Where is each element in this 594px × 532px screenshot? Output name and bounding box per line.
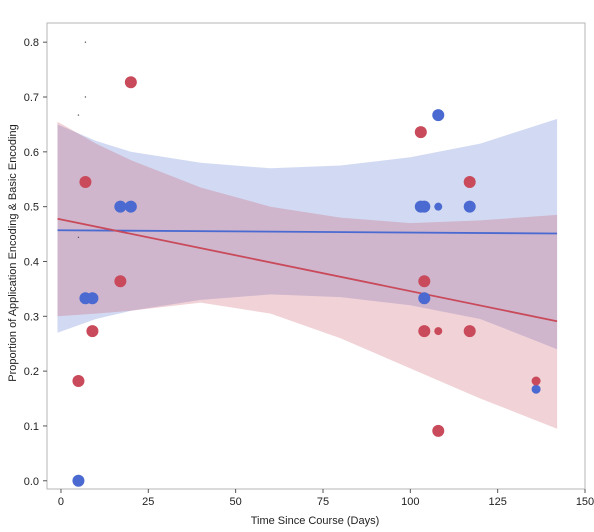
- y-tick-label: 0.2: [24, 366, 39, 378]
- data-points: [72, 76, 541, 487]
- data-point-series-2: [72, 374, 85, 387]
- y-axis: 0.0 0.1 0.2 0.3 0.4 0.5 0.6 0.7 0.8: [24, 37, 47, 488]
- data-point-series-1: [432, 109, 445, 122]
- confidence-bands: [57, 118, 558, 429]
- x-tick-label: 75: [317, 496, 329, 508]
- y-axis-title: Proportion of Application Encoding & Bas…: [7, 124, 19, 381]
- x-axis-title: Time Since Course (Days): [251, 515, 380, 527]
- data-point-series-1: [86, 292, 99, 305]
- data-point-series-1: [531, 384, 541, 394]
- data-point-series-2: [86, 325, 99, 338]
- confidence-band-2: [57, 121, 558, 429]
- plot-frame: [46, 22, 586, 490]
- confidence-band-1: [57, 118, 558, 350]
- fit-lines: [57, 217, 558, 323]
- minor-mark: [84, 41, 87, 43]
- data-point-series-1: [418, 200, 431, 213]
- data-point-series-1: [72, 474, 85, 487]
- data-point-series-2: [434, 327, 443, 336]
- data-point-series-1: [418, 292, 431, 305]
- y-tick-label: 0.0: [24, 476, 39, 488]
- data-point-series-2: [124, 76, 137, 89]
- x-tick-label: 0: [58, 496, 64, 508]
- minor-marks: [77, 41, 87, 239]
- data-point-series-1: [463, 200, 476, 213]
- x-axis: 0 25 50 75 100 125 150: [58, 489, 594, 508]
- y-tick-label: 0.7: [24, 92, 39, 104]
- data-point-series-2: [114, 275, 127, 288]
- data-point-series-2: [414, 126, 427, 139]
- fit-line-2: [57, 217, 558, 323]
- data-point-series-2: [463, 175, 476, 188]
- data-point-series-2: [432, 424, 445, 437]
- data-point-series-1: [124, 200, 137, 213]
- data-point-series-1: [434, 202, 443, 211]
- fit-line-1: [57, 229, 558, 235]
- y-tick-label: 0.4: [24, 256, 39, 268]
- data-point-series-2: [79, 175, 92, 188]
- data-point-series-2: [418, 325, 431, 338]
- minor-mark: [77, 236, 80, 239]
- x-tick-label: 150: [576, 496, 594, 508]
- data-point-series-2: [531, 376, 541, 386]
- y-tick-label: 0.6: [24, 147, 39, 159]
- y-tick-label: 0.5: [24, 202, 39, 214]
- data-point-series-1: [114, 200, 127, 213]
- y-tick-label: 0.1: [24, 421, 39, 433]
- y-tick-label: 0.8: [24, 37, 39, 49]
- x-tick-label: 125: [488, 496, 506, 508]
- x-tick-label: 100: [401, 496, 419, 508]
- x-tick-label: 50: [230, 496, 242, 508]
- minor-mark: [84, 96, 87, 98]
- x-tick-label: 25: [142, 496, 154, 508]
- data-point-series-2: [418, 275, 431, 288]
- y-tick-label: 0.3: [24, 311, 39, 323]
- minor-mark: [77, 114, 80, 116]
- data-point-series-2: [463, 325, 476, 338]
